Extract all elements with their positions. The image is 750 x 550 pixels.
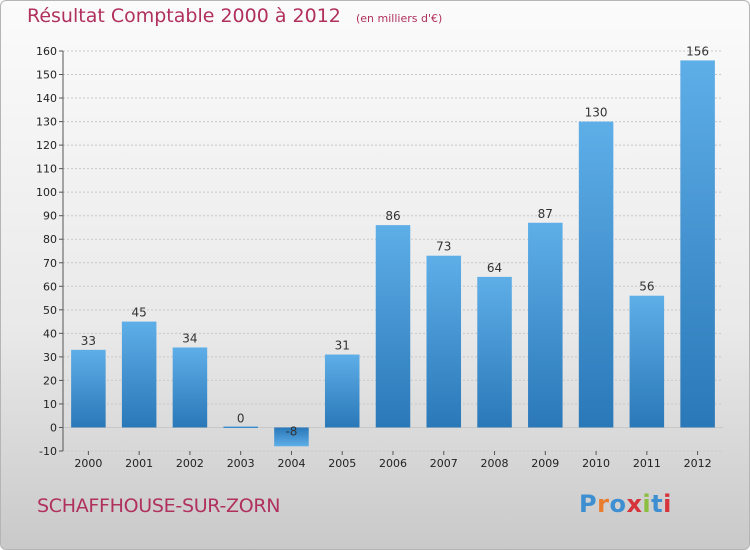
town-name: SCHAFFHOUSE-SUR-ZORN: [37, 495, 281, 517]
y-tick-label: 50: [43, 304, 57, 317]
bar: [375, 225, 411, 428]
y-tick-label: -10: [39, 445, 57, 458]
data-label: 56: [639, 280, 654, 294]
y-tick-label: 110: [36, 163, 57, 176]
chart-subtitle: (en milliers d'€): [355, 12, 443, 25]
data-label: 86: [385, 209, 400, 223]
y-tick-label: 40: [43, 327, 57, 340]
x-tick-label: 2007: [430, 457, 458, 470]
y-tick-label: 60: [43, 280, 57, 293]
x-tick-label: 2004: [277, 457, 305, 470]
y-tick-label: 90: [43, 210, 57, 223]
data-label: 156: [686, 44, 709, 58]
data-label: 64: [487, 261, 502, 275]
x-tick-label: 2005: [328, 457, 356, 470]
bar: [426, 255, 462, 428]
bar: [324, 354, 360, 428]
y-tick-label: 100: [36, 186, 57, 199]
data-label: 45: [132, 306, 147, 320]
x-tick-label: 2010: [582, 457, 610, 470]
bar: [680, 60, 715, 428]
y-tick-label: 20: [43, 374, 57, 387]
labels: 33 45 34 0 -8 31 86 73 64 87 130 56 156: [81, 44, 709, 438]
x-tick-label: 2002: [176, 457, 204, 470]
x-tick-label: 2008: [481, 457, 509, 470]
logo-letter: i: [642, 490, 652, 518]
data-label: 0: [237, 411, 245, 425]
x-tick-label: 2006: [379, 457, 407, 470]
y-axis: -10 0 10 20 30 40 50 60 70 80 90 100 110 120 130 140 150…: [36, 45, 712, 470]
logo-letter: t: [651, 490, 664, 518]
data-label: 33: [81, 334, 96, 348]
logo-letter: x: [626, 490, 643, 518]
x-tick-label: 2000: [74, 457, 102, 470]
bar: [629, 295, 665, 428]
bar: [578, 121, 614, 428]
y-tick-label: 80: [43, 233, 57, 246]
bar: [274, 427, 309, 447]
x-tick-label: 2012: [684, 457, 712, 470]
x-tick-label: 2011: [633, 457, 661, 470]
proxiti-logo: Proxiti: [579, 490, 672, 518]
y-tick-label: 160: [36, 45, 57, 58]
y-tick-label: 150: [36, 69, 57, 82]
y-tick-label: 120: [36, 139, 57, 152]
y-tick-label: 0: [50, 421, 57, 434]
y-tick-label: 10: [43, 398, 57, 411]
chart-title: Résultat Comptable 2000 à 2012: [27, 5, 341, 27]
bar: [528, 222, 563, 428]
bar: [71, 349, 106, 428]
data-label: 130: [585, 106, 608, 120]
y-tick-label: 70: [43, 257, 57, 270]
logo-letter: o: [609, 490, 627, 518]
y-tick-label: 30: [43, 351, 57, 364]
data-label: -8: [285, 424, 297, 438]
data-label: 87: [538, 207, 553, 221]
bar: [172, 347, 208, 428]
x-tick-label: 2003: [227, 457, 255, 470]
data-label: 73: [436, 240, 451, 254]
bar: [477, 276, 512, 428]
data-label: 31: [335, 339, 350, 353]
x-tick-label: 2009: [531, 457, 559, 470]
bar: [121, 321, 157, 428]
logo-letter: P: [579, 490, 598, 518]
logo-letter: r: [597, 490, 610, 518]
bars: [71, 60, 715, 447]
x-tick-label: 2001: [125, 457, 153, 470]
bar: [223, 426, 258, 428]
logo-letter: i: [663, 490, 672, 518]
data-label: 34: [182, 331, 197, 345]
title-row: Résultat Comptable 2000 à 2012 (en milli…: [27, 5, 442, 27]
y-tick-label: 130: [36, 116, 57, 129]
y-tick-label: 140: [36, 92, 57, 105]
